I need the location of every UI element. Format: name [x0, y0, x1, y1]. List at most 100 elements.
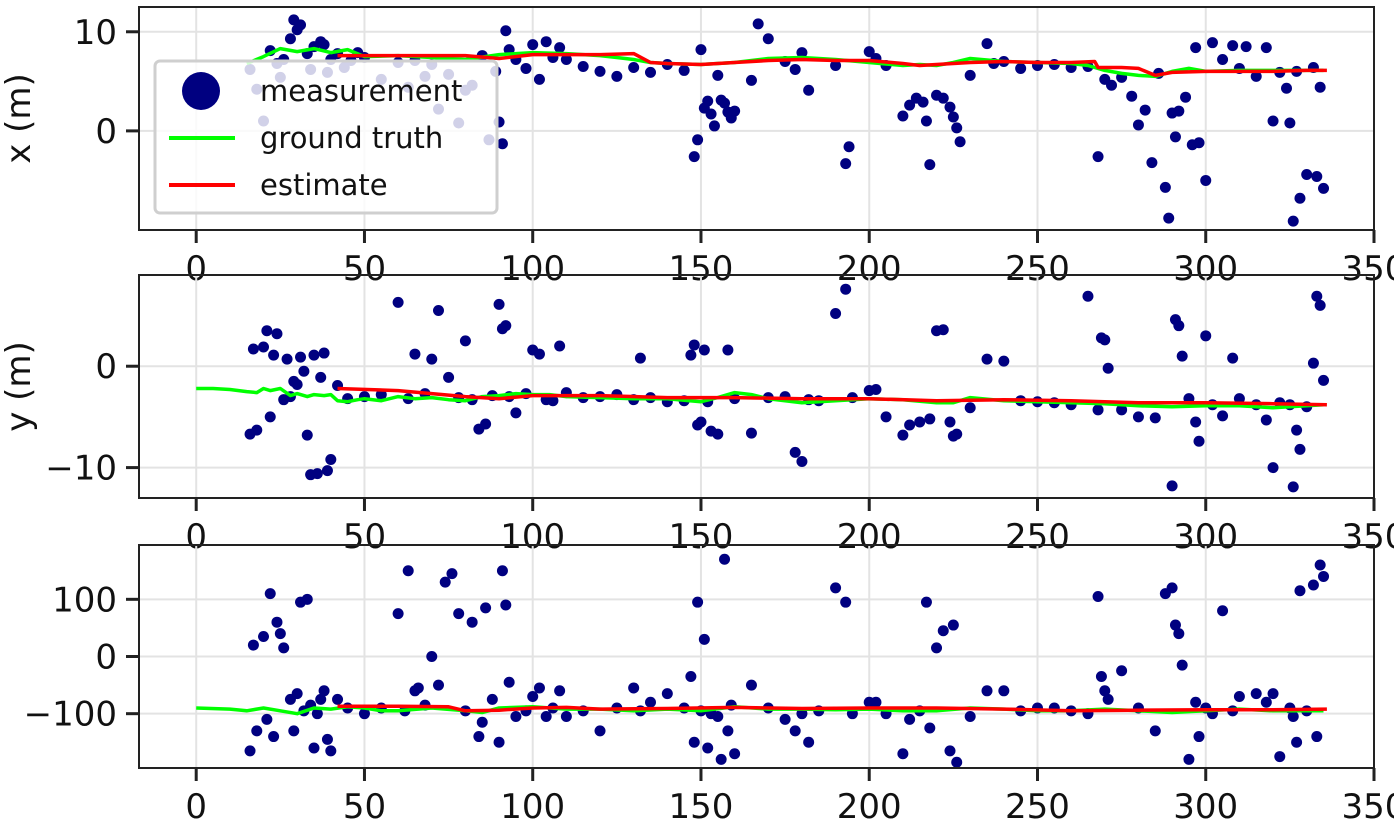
estimate-line [337, 704, 1327, 713]
measurement-point [554, 685, 566, 697]
measurement-point [325, 453, 337, 465]
panel-bottom: 0 50 100 150 200 250 300 350 −100 0 100 [24, 544, 1394, 827]
measurement-point [315, 371, 327, 383]
measurement-point [500, 599, 512, 611]
measurement-point [392, 608, 404, 620]
measurement-point [698, 344, 710, 356]
measurement-point [1190, 696, 1202, 708]
measurement-point [981, 38, 993, 50]
legend-box [153, 59, 499, 215]
measurement-point [1250, 70, 1262, 82]
measurement-point [947, 619, 959, 631]
measurement-point [459, 335, 471, 347]
measurement-point [840, 283, 852, 295]
measurement-point [863, 46, 875, 58]
y-tick-label: 0 [95, 347, 117, 387]
measurement-point [789, 446, 801, 458]
measurement-point [258, 630, 270, 642]
measurement-point [412, 682, 424, 694]
measurement-point [533, 682, 545, 694]
measurement-point [439, 576, 451, 588]
measurement-point [1267, 115, 1279, 127]
measurement-point [1291, 424, 1303, 436]
measurement-point [1173, 105, 1185, 117]
measurement-point [1318, 374, 1330, 386]
measurement-point [274, 628, 286, 640]
measurement-point [729, 748, 741, 760]
measurement-point [510, 711, 522, 723]
measurement-point [897, 429, 909, 441]
measurement-point [752, 18, 764, 30]
measurement-point [729, 105, 741, 117]
measurement-point [503, 676, 515, 688]
measurement-point [264, 411, 276, 423]
measurement-point [745, 74, 757, 86]
measurement-point [547, 395, 559, 407]
measurement-point [924, 159, 936, 171]
measurement-point [803, 84, 815, 96]
measurement-point [1149, 412, 1161, 424]
measurement-point [560, 54, 572, 66]
measurement-point [1260, 414, 1272, 426]
measurement-point [920, 596, 932, 608]
measurement-point [500, 320, 512, 332]
measurement-point [527, 39, 539, 51]
measurement-point [830, 59, 842, 71]
measurement-point [264, 588, 276, 600]
measurement-point [1301, 168, 1313, 180]
measurement-point [247, 639, 259, 651]
measurement-point [271, 328, 283, 340]
measurement-point [321, 465, 333, 477]
measurement-point [897, 748, 909, 760]
measurement-point [951, 428, 963, 440]
measurement-point [1311, 731, 1323, 743]
measurement-point [1092, 590, 1104, 602]
measurement-point [244, 745, 256, 757]
measurement-point [533, 73, 545, 85]
measurement-point [1307, 357, 1319, 369]
legend-marker [182, 72, 220, 110]
measurement-point [271, 616, 283, 628]
measurement-point [880, 411, 892, 423]
axes-frame [138, 274, 1375, 499]
measurement-point [1193, 137, 1205, 149]
measurement-point [688, 736, 700, 748]
plot-area [196, 283, 1330, 493]
measurement-point [722, 725, 734, 737]
measurement-point [692, 596, 704, 608]
legend-label: estimate [260, 168, 388, 202]
measurement-point [1240, 41, 1252, 53]
measurement-point [261, 325, 273, 337]
plot-area [196, 553, 1330, 768]
measurement-point [870, 384, 882, 396]
measurement-point [998, 685, 1010, 697]
measurement-point [1314, 299, 1326, 311]
measurement-point [634, 352, 646, 364]
measurement-point [311, 708, 323, 720]
measurement-point [722, 344, 734, 356]
measurement-point [944, 101, 956, 113]
measurement-point [661, 688, 673, 700]
x-tick-label: 0 [185, 787, 207, 827]
measurement-point [251, 424, 263, 436]
measurement-point [268, 349, 280, 361]
measurement-point [476, 716, 488, 728]
measurement-point [1082, 290, 1094, 302]
measurement-point [301, 593, 313, 605]
measurement-point [1267, 688, 1279, 700]
measurement-point [796, 708, 808, 720]
measurement-point [258, 341, 270, 353]
legend-label: measurement [260, 74, 462, 108]
measurement-point [1126, 90, 1138, 102]
y-tick-label: 0 [95, 112, 117, 152]
measurement-point [1166, 582, 1178, 594]
x-tick-label: 250 [1005, 787, 1070, 827]
measurement-point [1166, 480, 1178, 492]
measurement-point [1206, 37, 1218, 49]
measurement-point [1146, 157, 1158, 169]
measurement-point [554, 340, 566, 352]
measurement-point [1159, 181, 1171, 193]
measurement-point [644, 696, 656, 708]
measurement-point [719, 553, 731, 565]
